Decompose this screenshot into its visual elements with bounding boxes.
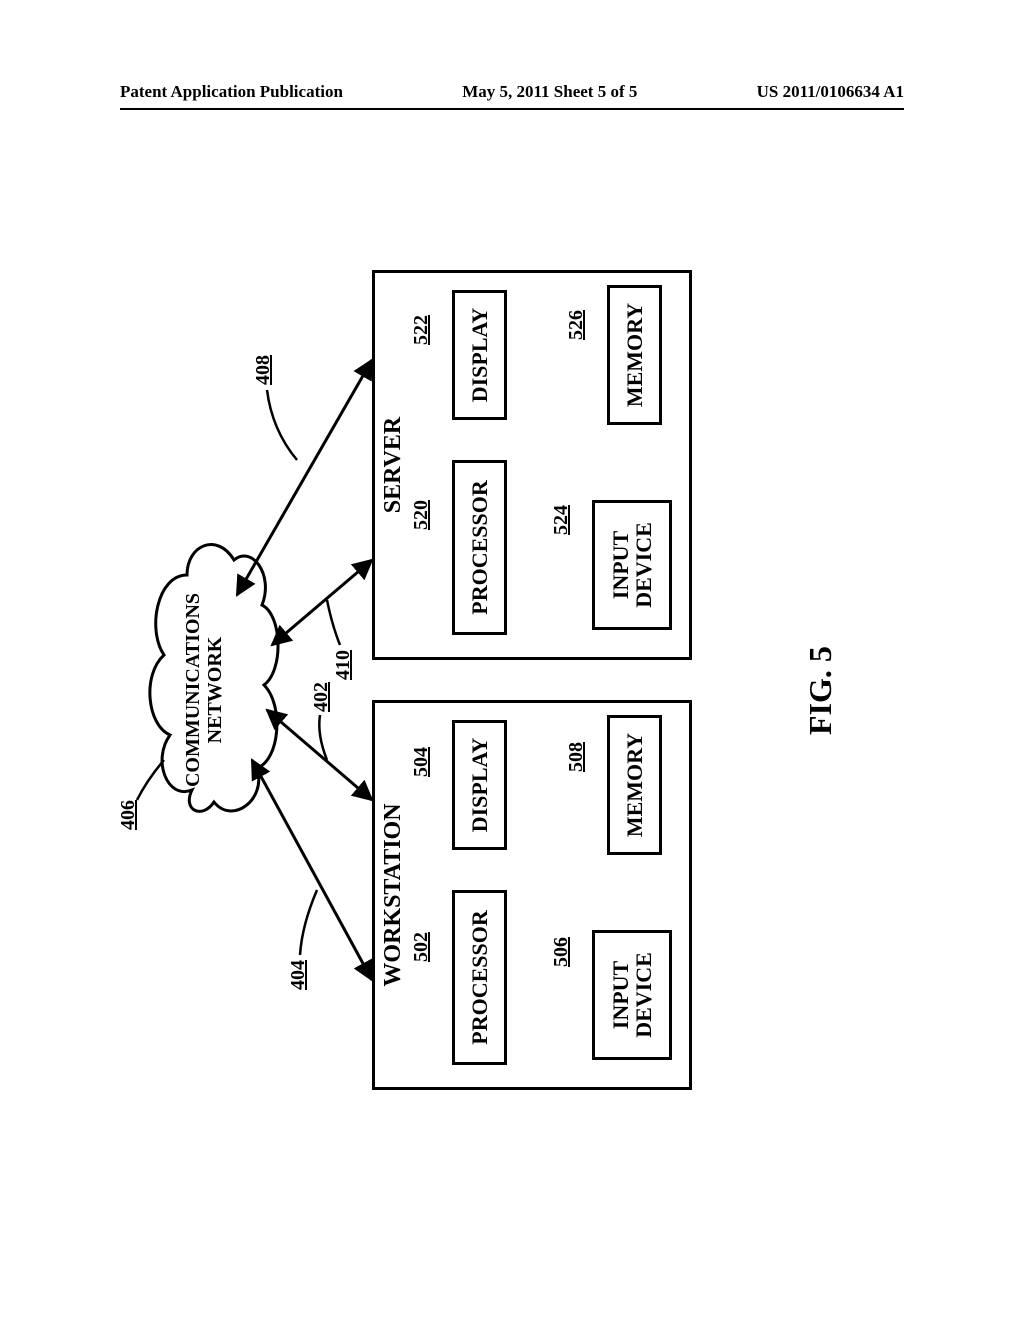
ws-processor: PROCESSOR	[452, 890, 507, 1065]
ref-402: 402	[310, 682, 333, 712]
leader-410	[327, 600, 340, 645]
ref-504: 504	[410, 747, 433, 777]
ref-506: 506	[550, 937, 573, 967]
ws-memory: MEMORY	[607, 715, 662, 855]
link-402	[267, 710, 372, 800]
ref-502: 502	[410, 932, 433, 962]
server-title: SERVER	[380, 410, 407, 520]
sv-memory: MEMORY	[607, 285, 662, 425]
figure-caption: FIG. 5	[802, 646, 839, 735]
link-408	[237, 360, 372, 595]
workstation-title: WORKSTATION	[380, 790, 407, 1000]
ref-408: 408	[252, 355, 275, 385]
ref-406: 406	[117, 800, 140, 830]
header-left: Patent Application Publication	[120, 82, 343, 102]
ws-display: DISPLAY	[452, 720, 507, 850]
ref-508: 508	[565, 742, 588, 772]
leader-402	[319, 715, 327, 760]
leader-404	[300, 890, 317, 955]
sv-input: INPUT DEVICE	[592, 500, 672, 630]
link-410	[272, 560, 372, 645]
ws-input: INPUT DEVICE	[592, 930, 672, 1060]
ref-522: 522	[410, 315, 433, 345]
leader-408	[267, 390, 297, 460]
header-right: US 2011/0106634 A1	[757, 82, 904, 102]
ref-524: 524	[550, 505, 573, 535]
cloud-label: COMMUNICATIONS NETWORK	[182, 590, 226, 790]
figure-area: COMMUNICATIONS NETWORK 406 404 402 408 4…	[120, 180, 904, 1180]
leader-406	[137, 760, 164, 800]
ref-526: 526	[565, 310, 588, 340]
ref-410: 410	[332, 650, 355, 680]
header-rule	[120, 108, 904, 110]
page-header: Patent Application Publication May 5, 20…	[0, 82, 1024, 102]
ref-404: 404	[287, 960, 310, 990]
header-center: May 5, 2011 Sheet 5 of 5	[462, 82, 637, 102]
rotated-diagram: COMMUNICATIONS NETWORK 406 404 402 408 4…	[122, 230, 902, 1130]
ref-520: 520	[410, 500, 433, 530]
sv-processor: PROCESSOR	[452, 460, 507, 635]
link-404	[252, 760, 372, 980]
sv-display: DISPLAY	[452, 290, 507, 420]
